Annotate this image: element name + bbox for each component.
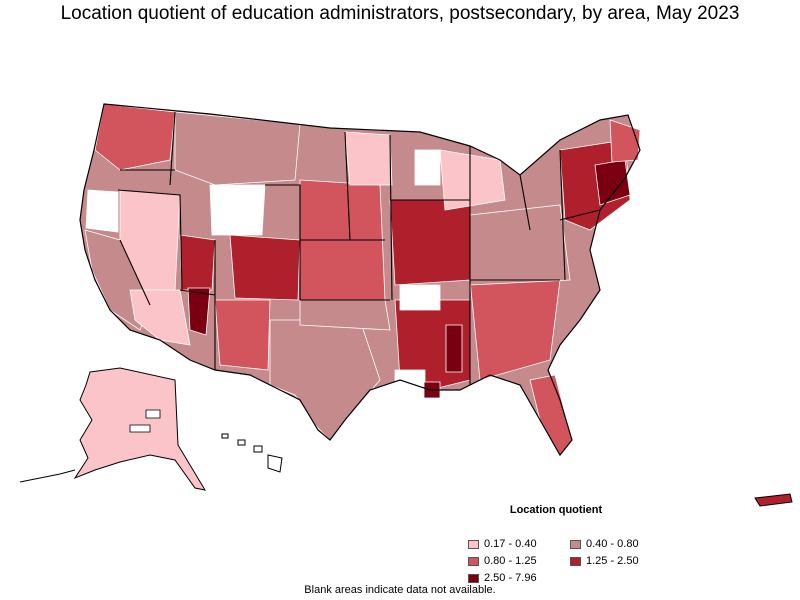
legend-item: 2.50 - 7.96: [468, 572, 570, 584]
hotspot-mississippi: [445, 324, 463, 373]
region-maine: [609, 119, 641, 163]
alaska: [19, 367, 207, 491]
blank-area-wyoming: [209, 184, 266, 236]
hotspot-east-nevada: [187, 287, 211, 336]
region-idaho-montana: [174, 111, 301, 186]
region-great-lakes: [439, 149, 506, 211]
legend-title: Location quotient: [509, 504, 603, 516]
state-boundaries: [117, 111, 601, 385]
hawaii-island-4: [267, 454, 283, 473]
legend-item: 0.80 - 1.25: [468, 555, 570, 567]
region-dakotas-mn: [344, 131, 393, 186]
legend-items: 0.17 - 0.40 0.40 - 0.80 0.80 - 1.25 1.25…: [468, 538, 668, 584]
alaska-island-1: [145, 409, 161, 419]
legend-swatch-3: [468, 556, 479, 566]
hawaii-island-2: [237, 439, 246, 446]
map-title: Location quotient of education administr…: [60, 3, 740, 24]
legend: Location quotient 0.17 - 0.40 0.40 - 0.8…: [468, 504, 668, 584]
region-utah: [179, 234, 216, 291]
blank-area-arkansas: [399, 284, 441, 311]
region-arizona: [129, 289, 191, 346]
puerto-rico: [754, 493, 793, 507]
us-outline: [79, 103, 641, 457]
region-northwest: [94, 103, 176, 171]
blank-area-california-north: [85, 189, 119, 233]
legend-label: 2.50 - 7.96: [484, 572, 537, 584]
region-texas: [269, 319, 381, 441]
region-colorado: [229, 234, 301, 301]
blank-area-louisiana: [394, 369, 426, 396]
region-oklahoma: [299, 299, 391, 331]
legend-swatch-5: [468, 573, 479, 583]
alaska-island-2: [129, 424, 151, 433]
legend-item: 0.17 - 0.40: [468, 538, 570, 550]
legend-swatch-2: [570, 539, 581, 549]
footnote: Blank areas indicate data not available.: [304, 584, 496, 596]
aleutian-islands: [19, 469, 76, 483]
legend-item: 0.40 - 0.80: [570, 538, 670, 550]
region-appalachia: [469, 204, 571, 286]
legend-label: 1.25 - 2.50: [586, 555, 639, 567]
legend-swatch-4: [570, 556, 581, 566]
legend-label: 0.40 - 0.80: [586, 538, 639, 550]
blank-area-wisconsin: [414, 149, 441, 186]
legend-label: 0.17 - 0.40: [484, 538, 537, 550]
region-florida: [529, 374, 573, 456]
hawaii-island-3: [253, 445, 263, 453]
hawaii-island-1: [221, 433, 229, 439]
legend-item: 1.25 - 2.50: [570, 555, 670, 567]
legend-swatch-1: [468, 539, 479, 549]
legend-label: 0.80 - 1.25: [484, 555, 537, 567]
hawaii: [221, 433, 283, 473]
region-new-mexico: [214, 299, 271, 371]
contiguous-us: [79, 103, 641, 457]
region-midwest: [389, 199, 471, 286]
